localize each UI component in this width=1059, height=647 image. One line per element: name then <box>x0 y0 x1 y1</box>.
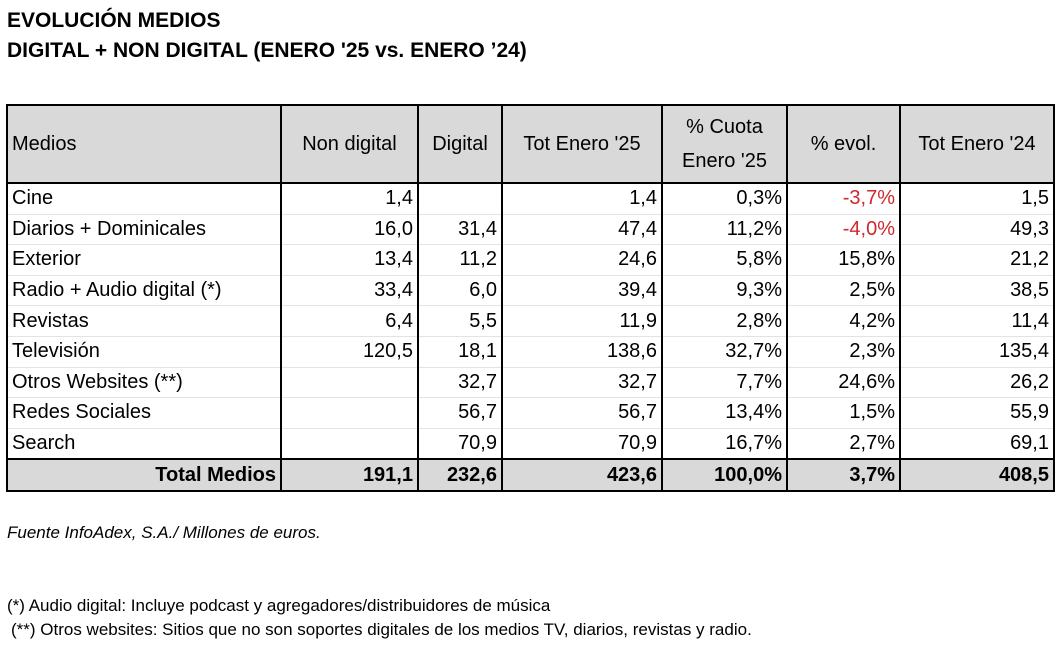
cell-digital: 32,7 <box>417 367 503 399</box>
table-row: Otros Websites (**) 32,7 32,7 7,7% 24,6%… <box>6 367 1055 399</box>
cell-non-digital <box>280 397 419 429</box>
header-cuota-line-1: % Cuota <box>686 116 763 138</box>
header-cuota: % Cuota Enero '25 <box>661 104 788 184</box>
table-row: Cine 1,4 1,4 0,3% -3,7% 1,5 <box>6 183 1055 215</box>
cell-cuota: 7,7% <box>661 367 788 399</box>
cell-non-digital: 33,4 <box>280 275 419 307</box>
header-digital: Digital <box>417 104 503 184</box>
cell-digital <box>417 183 503 215</box>
cell-evol: 2,5% <box>786 275 901 307</box>
cell-non-digital: 13,4 <box>280 244 419 276</box>
cell-tot-24: 26,2 <box>899 367 1055 399</box>
cell-non-digital: 1,4 <box>280 183 419 215</box>
cell-medio: Radio + Audio digital (*) <box>6 275 282 307</box>
total-evol: 3,7% <box>786 458 901 493</box>
table-row: Search 70,9 70,9 16,7% 2,7% 69,1 <box>6 428 1055 460</box>
total-tot-24: 408,5 <box>899 458 1055 493</box>
total-label: Total Medios <box>6 458 282 493</box>
header-evol: % evol. <box>786 104 901 184</box>
cell-digital: 18,1 <box>417 336 503 368</box>
total-non-digital: 191,1 <box>280 458 419 493</box>
footnote-otros-websites: (**) Otros websites: Sitios que no son s… <box>11 620 752 639</box>
table-row: Revistas 6,4 5,5 11,9 2,8% 4,2% 11,4 <box>6 305 1055 337</box>
header-non-digital: Non digital <box>280 104 419 184</box>
cell-tot-24: 135,4 <box>899 336 1055 368</box>
cell-digital: 31,4 <box>417 214 503 246</box>
cell-tot-25: 70,9 <box>501 428 663 460</box>
cell-tot-25: 11,9 <box>501 305 663 337</box>
cell-non-digital: 120,5 <box>280 336 419 368</box>
cell-evol: 4,2% <box>786 305 901 337</box>
title-line-1: EVOLUCIÓN MEDIOS <box>7 9 221 32</box>
cell-cuota: 32,7% <box>661 336 788 368</box>
cell-non-digital <box>280 428 419 460</box>
table-row: Radio + Audio digital (*) 33,4 6,0 39,4 … <box>6 275 1055 307</box>
cell-medio: Televisión <box>6 336 282 368</box>
cell-medio: Search <box>6 428 282 460</box>
cell-digital: 6,0 <box>417 275 503 307</box>
header-tot-enero-24: Tot Enero '24 <box>899 104 1055 184</box>
total-digital: 232,6 <box>417 458 503 493</box>
cell-medio: Diarios + Dominicales <box>6 214 282 246</box>
cell-tot-24: 11,4 <box>899 305 1055 337</box>
cell-tot-25: 32,7 <box>501 367 663 399</box>
cell-tot-24: 1,5 <box>899 183 1055 215</box>
source-note: Fuente InfoAdex, S.A./ Millones de euros… <box>7 523 321 542</box>
cell-cuota: 5,8% <box>661 244 788 276</box>
cell-tot-25: 39,4 <box>501 275 663 307</box>
cell-tot-24: 21,2 <box>899 244 1055 276</box>
table-header-row: Medios Non digital Digital Tot Enero '25… <box>6 104 1055 184</box>
cell-cuota: 13,4% <box>661 397 788 429</box>
table-row: Diarios + Dominicales 16,0 31,4 47,4 11,… <box>6 214 1055 246</box>
cell-tot-25: 24,6 <box>501 244 663 276</box>
cell-non-digital: 16,0 <box>280 214 419 246</box>
header-cuota-line-2: Enero '25 <box>682 150 767 172</box>
cell-digital: 5,5 <box>417 305 503 337</box>
cell-tot-25: 47,4 <box>501 214 663 246</box>
cell-cuota: 0,3% <box>661 183 788 215</box>
cell-tot-24: 49,3 <box>899 214 1055 246</box>
cell-cuota: 9,3% <box>661 275 788 307</box>
cell-evol: -3,7% <box>786 183 901 215</box>
cell-medio: Cine <box>6 183 282 215</box>
cell-cuota: 2,8% <box>661 305 788 337</box>
footnote-audio-digital: (*) Audio digital: Incluye podcast y agr… <box>7 596 551 615</box>
cell-medio: Otros Websites (**) <box>6 367 282 399</box>
total-cuota: 100,0% <box>661 458 788 493</box>
cell-evol: 1,5% <box>786 397 901 429</box>
cell-cuota: 16,7% <box>661 428 788 460</box>
table-row: Exterior 13,4 11,2 24,6 5,8% 15,8% 21,2 <box>6 244 1055 276</box>
cell-non-digital <box>280 367 419 399</box>
cell-tot-25: 138,6 <box>501 336 663 368</box>
cell-tot-25: 1,4 <box>501 183 663 215</box>
cell-evol: -4,0% <box>786 214 901 246</box>
cell-digital: 56,7 <box>417 397 503 429</box>
cell-cuota: 11,2% <box>661 214 788 246</box>
cell-medio: Exterior <box>6 244 282 276</box>
cell-tot-24: 69,1 <box>899 428 1055 460</box>
header-medios: Medios <box>6 104 282 184</box>
table-row: Redes Sociales 56,7 56,7 13,4% 1,5% 55,9 <box>6 397 1055 429</box>
cell-tot-24: 55,9 <box>899 397 1055 429</box>
header-tot-enero-25: Tot Enero '25 <box>501 104 663 184</box>
cell-medio: Revistas <box>6 305 282 337</box>
cell-digital: 11,2 <box>417 244 503 276</box>
cell-tot-24: 38,5 <box>899 275 1055 307</box>
cell-medio: Redes Sociales <box>6 397 282 429</box>
table-row: Televisión 120,5 18,1 138,6 32,7% 2,3% 1… <box>6 336 1055 368</box>
cell-digital: 70,9 <box>417 428 503 460</box>
cell-evol: 24,6% <box>786 367 901 399</box>
cell-evol: 15,8% <box>786 244 901 276</box>
media-table: Medios Non digital Digital Tot Enero '25… <box>6 104 1055 493</box>
cell-tot-25: 56,7 <box>501 397 663 429</box>
cell-non-digital: 6,4 <box>280 305 419 337</box>
title-line-2: DIGITAL + NON DIGITAL (ENERO '25 vs. ENE… <box>7 39 527 62</box>
total-row: Total Medios 191,1 232,6 423,6 100,0% 3,… <box>6 458 1055 493</box>
total-tot-25: 423,6 <box>501 458 663 493</box>
cell-evol: 2,7% <box>786 428 901 460</box>
cell-evol: 2,3% <box>786 336 901 368</box>
